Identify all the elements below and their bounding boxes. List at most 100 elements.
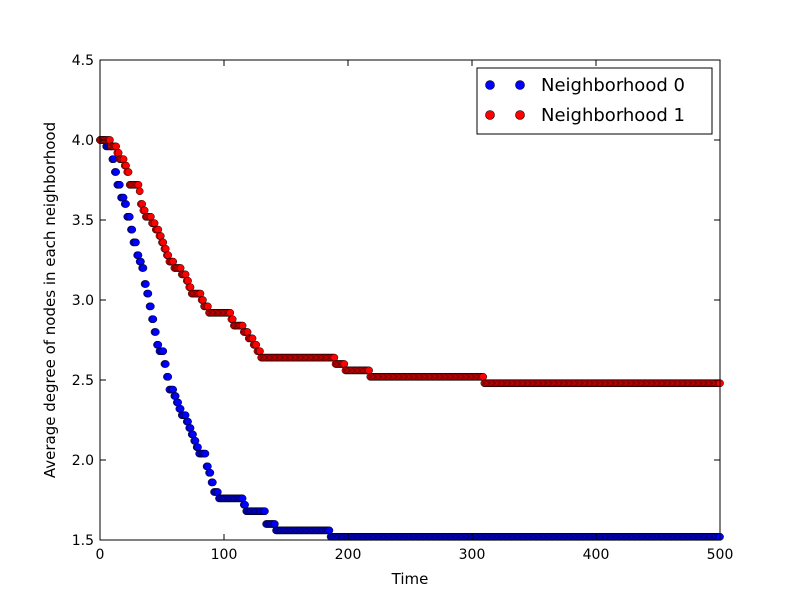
data-point — [199, 296, 207, 304]
x-tick-label: 300 — [459, 547, 486, 563]
legend-item-1: Neighborhood 1 — [485, 105, 685, 126]
data-point — [164, 372, 173, 381]
data-point — [201, 449, 210, 458]
data-point — [146, 302, 155, 311]
data-point — [154, 340, 163, 349]
data-point — [186, 424, 195, 432]
data-point — [186, 283, 195, 292]
data-point — [115, 180, 124, 189]
data-point — [243, 328, 252, 336]
data-point — [140, 206, 149, 215]
data-point — [204, 302, 212, 311]
data-point — [122, 161, 130, 170]
data-point — [139, 264, 148, 272]
legend-item-0: Neighborhood 0 — [485, 75, 685, 96]
data-point — [135, 187, 144, 196]
data-point — [238, 321, 247, 330]
data-point — [226, 308, 235, 317]
data-point — [134, 180, 143, 189]
y-tick-label: 3.5 — [72, 213, 94, 229]
x-tick-label: 400 — [583, 547, 610, 563]
legend-marker — [515, 80, 525, 90]
data-point — [169, 257, 178, 266]
data-point — [194, 443, 202, 452]
y-axis-label: Average degree of nodes in each neighbor… — [41, 122, 59, 478]
data-point — [238, 494, 247, 503]
data-point — [184, 417, 192, 426]
y-tick-label: 2.5 — [72, 373, 94, 389]
legend-marker — [515, 110, 525, 120]
legend: Neighborhood 0 Neighborhood 1 — [476, 67, 713, 135]
data-point — [189, 430, 197, 439]
data-series — [96, 136, 724, 541]
data-point — [161, 360, 170, 368]
data-point — [365, 366, 373, 375]
data-point — [142, 280, 150, 288]
y-tick-label: 4.0 — [72, 133, 94, 149]
y-tick-label: 1.5 — [72, 533, 94, 549]
legend-label: Neighborhood 1 — [541, 105, 685, 126]
data-point — [176, 264, 185, 272]
y-tick-label: 2.0 — [72, 453, 94, 469]
legend-marker — [485, 110, 495, 120]
data-point — [150, 219, 159, 228]
data-point — [191, 436, 200, 445]
data-point — [213, 488, 222, 496]
data-point — [159, 238, 168, 247]
data-point — [122, 200, 130, 208]
data-point — [208, 478, 217, 487]
x-tick-label: 100 — [211, 547, 238, 563]
data-point — [340, 360, 349, 368]
data-point — [134, 251, 143, 260]
data-point — [161, 244, 170, 253]
data-point — [184, 276, 192, 285]
data-point — [206, 468, 215, 477]
data-point — [149, 315, 158, 324]
data-point — [479, 372, 488, 381]
data-point — [144, 289, 153, 298]
legend-box — [476, 67, 713, 135]
data-point — [248, 334, 257, 343]
data-point — [106, 136, 114, 144]
data-point — [164, 251, 173, 260]
axis-ticks: 0 100 200 300 400 500 1.5 2.0 2.5 3.0 3.5 4.0 4.5 — [72, 53, 734, 563]
data-point — [151, 328, 160, 336]
data-point — [181, 411, 190, 420]
data-point — [325, 526, 334, 535]
y-tick-label: 3.0 — [72, 293, 94, 309]
x-tick-label: 0 — [96, 547, 105, 563]
data-point — [114, 148, 123, 157]
data-point — [159, 347, 168, 356]
data-point — [270, 520, 279, 528]
data-point — [176, 404, 185, 413]
data-point — [156, 232, 165, 240]
data-point — [119, 155, 128, 164]
data-point — [154, 225, 163, 234]
data-point — [330, 353, 339, 362]
legend-label: Neighborhood 0 — [541, 75, 685, 96]
x-tick-label: 200 — [335, 547, 362, 563]
data-point — [169, 385, 178, 394]
data-point — [138, 200, 147, 208]
data-point — [261, 507, 269, 516]
data-point — [137, 257, 145, 266]
series-1 — [96, 136, 724, 388]
series-0 — [96, 136, 724, 541]
data-point — [171, 392, 180, 400]
data-point — [228, 315, 237, 324]
x-axis-label: Time — [391, 570, 429, 588]
legend-marker — [485, 80, 495, 90]
data-point — [241, 500, 249, 509]
data-point — [174, 398, 182, 407]
data-point — [112, 168, 120, 176]
data-point — [181, 270, 190, 279]
data-point — [124, 168, 133, 176]
data-point — [128, 225, 137, 234]
data-point — [132, 238, 140, 247]
data-point — [112, 142, 120, 151]
data-point — [204, 462, 212, 471]
data-point — [196, 289, 205, 298]
data-point — [252, 340, 261, 349]
data-point — [146, 212, 155, 221]
